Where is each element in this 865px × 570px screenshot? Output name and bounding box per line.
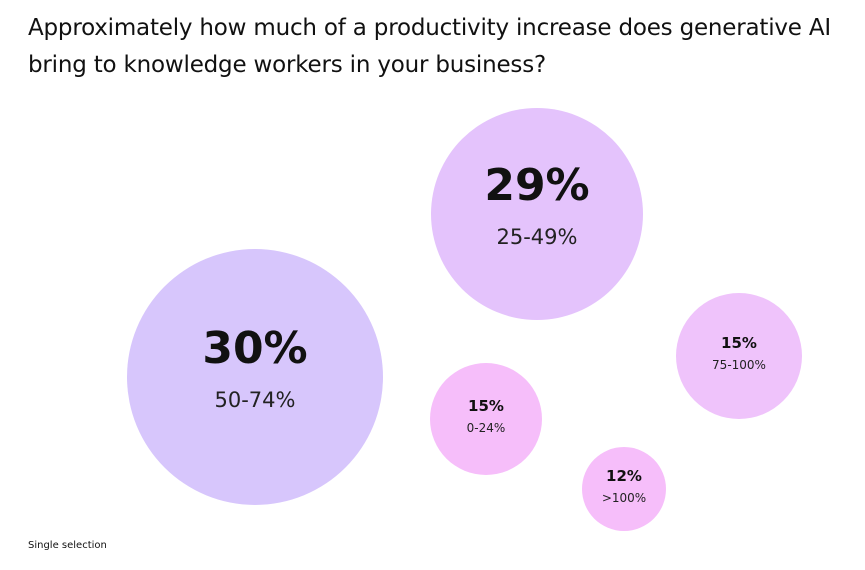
- bubble-circle: [430, 363, 542, 475]
- bubble-value-label: 29%: [484, 160, 589, 211]
- bubble-category-label: 75-100%: [712, 358, 766, 372]
- footnote: Single selection: [28, 540, 107, 551]
- bubble-category-label: >100%: [602, 491, 646, 505]
- bubble-value-label: 30%: [202, 323, 307, 374]
- bubble-value-label: 15%: [721, 334, 757, 352]
- bubble-category-label: 0-24%: [467, 421, 506, 435]
- bubble-value-label: 12%: [606, 467, 642, 485]
- bubble-4: 15% 0-24%: [430, 363, 542, 475]
- bubble-2: 29% 25-49%: [431, 108, 643, 320]
- bubble-3: 15% 75-100%: [676, 293, 802, 419]
- bubble-value-label: 15%: [468, 397, 504, 415]
- bubble-circle: [582, 447, 666, 531]
- bubble-1: 30% 50-74%: [127, 249, 383, 505]
- chart-title: Approximately how much of a productivity…: [28, 15, 831, 78]
- bubble-circle: [127, 249, 383, 505]
- bubble-5: 12% >100%: [582, 447, 666, 531]
- bubble-category-label: 50-74%: [215, 388, 296, 412]
- bubble-category-label: 25-49%: [497, 225, 578, 249]
- bubble-circle: [431, 108, 643, 320]
- bubble-circle: [676, 293, 802, 419]
